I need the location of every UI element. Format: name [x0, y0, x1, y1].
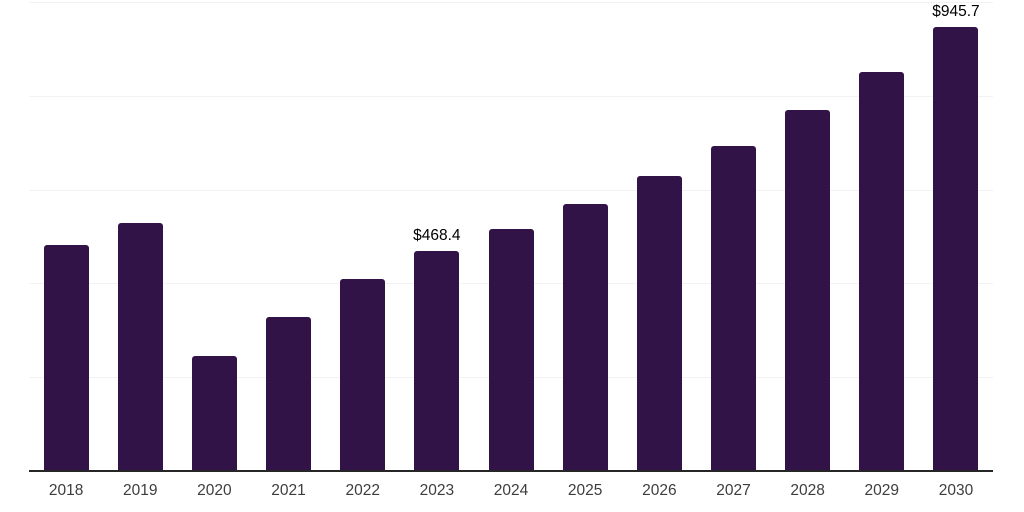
x-axis-labels: 2018 2019 2020 2021 2022 2023 2024 2025 2026 2027… — [29, 481, 993, 500]
bar-group-2023: $468.4 — [400, 2, 474, 471]
bar-group-2027 — [696, 2, 770, 471]
gridline-600 — [29, 189, 993, 191]
bar-group-2019 — [103, 2, 177, 471]
bar-2020 — [191, 356, 237, 471]
bar-group-2020 — [177, 2, 251, 471]
bar-group-2024 — [474, 2, 548, 471]
bar-2022 — [340, 279, 386, 471]
data-label-2030: $945.7 — [932, 3, 980, 21]
x-tick-label-2021: 2021 — [271, 482, 306, 499]
bar-group-2029 — [845, 2, 919, 471]
x-tick-label-2018: 2018 — [48, 482, 84, 499]
bar-group-2021 — [251, 2, 325, 471]
gridline-800 — [29, 95, 993, 97]
bar-2018 — [43, 244, 89, 471]
data-label-2023: $468.4 — [413, 227, 461, 245]
bar-2028 — [785, 109, 831, 471]
bar-group-2022 — [326, 2, 400, 471]
bar-2024 — [488, 229, 534, 471]
bar-2021 — [266, 317, 312, 471]
bar-group-2025 — [548, 2, 622, 471]
x-tick-label-2030: 2030 — [938, 482, 974, 499]
x-tick-label-2025: 2025 — [567, 482, 603, 499]
bar-2030 — [933, 27, 979, 471]
bar-2019 — [117, 222, 163, 471]
bar-2025 — [562, 204, 608, 471]
x-tick-label-2020: 2020 — [197, 482, 232, 499]
x-tick-label-2027: 2027 — [716, 482, 751, 499]
bar-group-2028 — [771, 2, 845, 471]
x-tick-label-2023: 2023 — [419, 482, 455, 499]
x-tick-label-2029: 2029 — [864, 482, 900, 499]
bar-2026 — [636, 176, 682, 471]
plot-area: $468.4 $945.7 — [29, 2, 993, 472]
bar-group-2030: $945.7 — [919, 2, 993, 471]
x-tick-label-2026: 2026 — [642, 482, 677, 499]
x-tick-label-2022: 2022 — [345, 482, 380, 499]
gridline-1000 — [29, 2, 993, 3]
bar-group-2026 — [622, 2, 696, 471]
bar-group-2018 — [29, 2, 103, 471]
bar-2027 — [710, 145, 756, 471]
x-tick-label-2024: 2024 — [493, 482, 529, 499]
bars-row: $468.4 $945.7 — [29, 2, 993, 471]
bar-2023 — [414, 251, 460, 471]
bar-2029 — [859, 71, 905, 471]
x-tick-label-2019: 2019 — [122, 482, 158, 499]
x-tick-label-2028: 2028 — [790, 482, 825, 499]
x-axis-line — [29, 470, 993, 472]
